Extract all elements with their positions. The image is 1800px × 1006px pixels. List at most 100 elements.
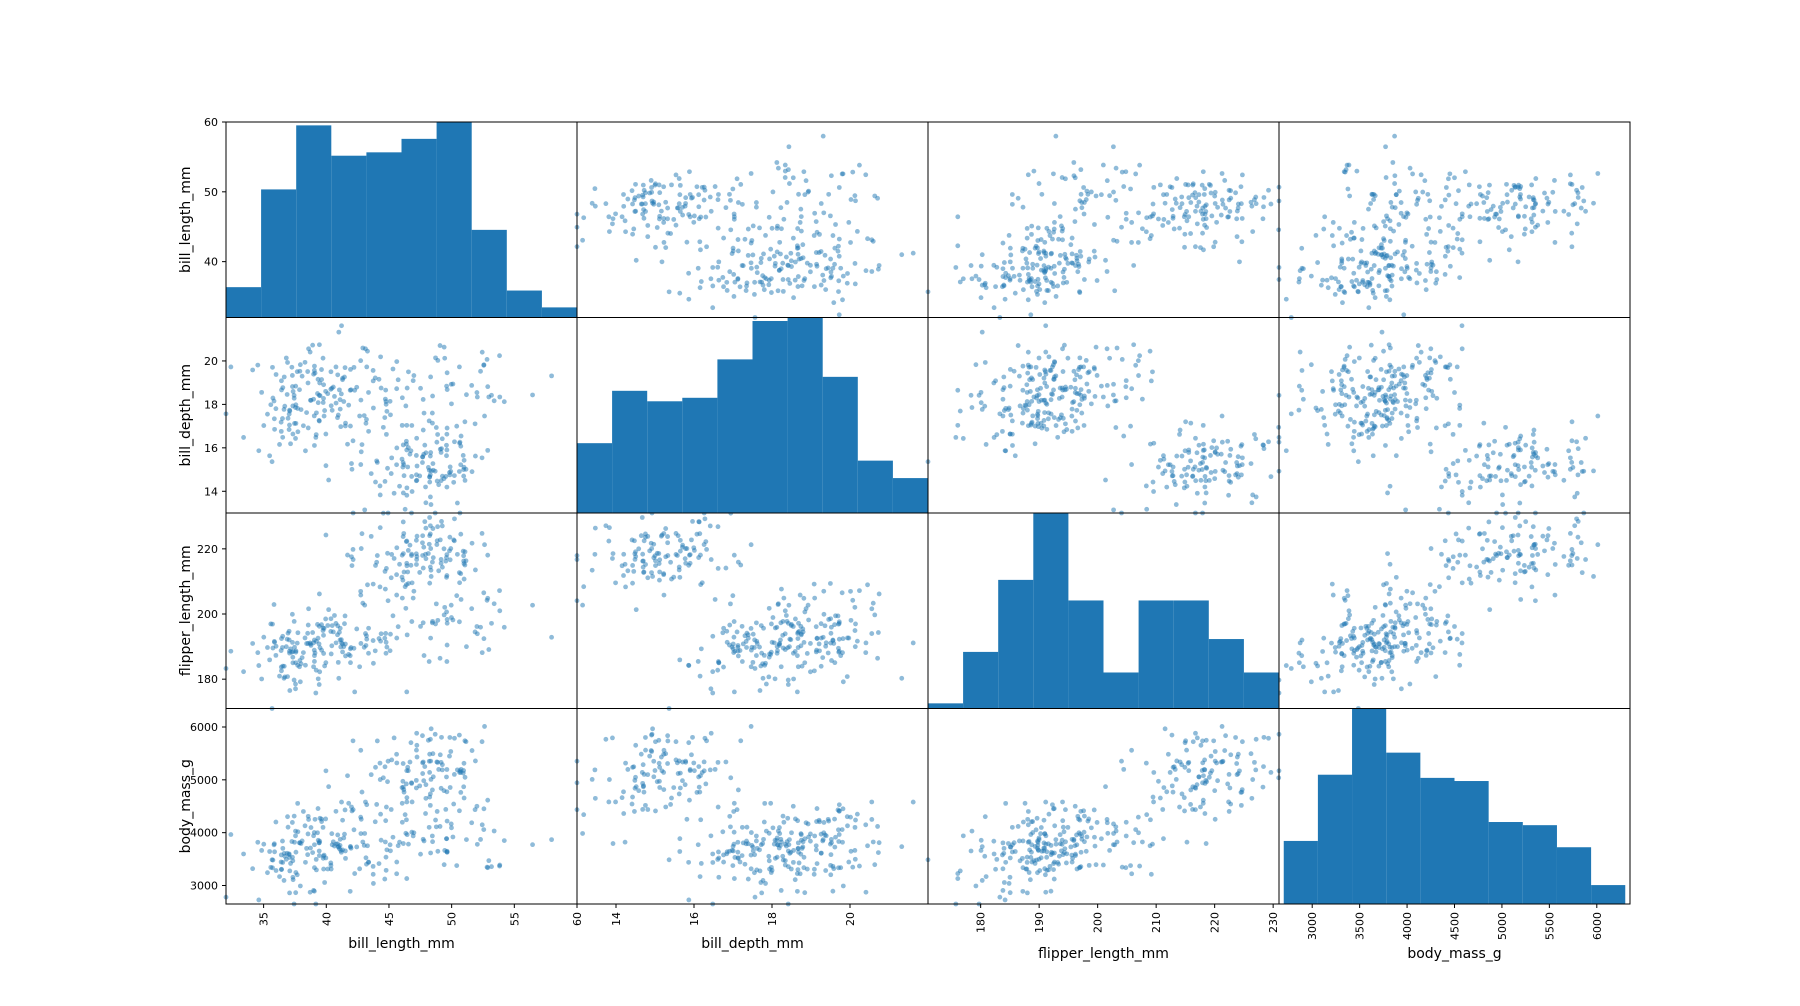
scatter-point-bill_depth_mm-vs-bill_length_mm-305 [629,188,635,194]
scatter-point-bill_length_mm-vs-flipper_length_mm-20 [265,645,270,650]
scatter-point-flipper_length_mm-vs-bill_depth_mm-64 [957,408,963,414]
scatter-point-body_mass_g-vs-flipper_length_mm-26 [1339,664,1345,670]
scatter-point-flipper_length_mm-vs-body_mass_g-301 [1194,735,1200,741]
scatter-point-body_mass_g-vs-bill_depth_mm-60 [1333,402,1338,408]
scatter-point-bill_depth_mm-vs-body_mass_g-210 [833,834,838,840]
scatter-point-bill_depth_mm-vs-body_mass_g-192 [797,871,803,877]
scatter-point-bill_length_mm-vs-flipper_length_mm-22 [378,638,383,644]
scatter-point-flipper_length_mm-vs-body_mass_g-230 [1157,795,1163,801]
scatter-point-bill_length_mm-vs-body_mass_g-278 [389,757,395,763]
scatter-point-bill_length_mm-vs-body_mass_g-294 [404,768,410,774]
scatter-point-bill_length_mm-vs-body_mass_g-41 [261,841,267,847]
scatter-point-body_mass_g-vs-bill_depth_mm-297 [1485,456,1491,462]
scatter-point-body_mass_g-vs-bill_depth_mm-182 [1348,417,1353,422]
scatter-point-body_mass_g-vs-bill_length_mm-203 [1398,210,1404,216]
scatter-point-flipper_length_mm-vs-body_mass_g-139 [1064,851,1070,857]
scatter-point-body_mass_g-vs-flipper_length_mm-333 [1490,556,1496,562]
scatter-point-bill_length_mm-vs-bill_depth_mm-324 [414,472,419,478]
scatter-point-bill_length_mm-vs-bill_depth_mm-195 [342,423,348,429]
scatter-point-bill_length_mm-vs-body_mass_g-102 [347,888,353,894]
scatter-point-bill_length_mm-vs-body_mass_g-256 [420,759,426,765]
scatter-point-bill_length_mm-vs-bill_depth_mm-249 [461,473,467,479]
scatter-point-bill_depth_mm-vs-body_mass_g-51 [761,836,766,842]
scatter-point-flipper_length_mm-vs-bill_length_mm-127 [1020,265,1026,271]
scatter-point-flipper_length_mm-vs-bill_length_mm-168 [1079,205,1085,211]
scatter-point-bill_length_mm-vs-body_mass_g-303 [422,764,428,769]
scatter-point-bill_length_mm-vs-body_mass_g-201 [366,859,371,865]
scatter-point-bill_depth_mm-vs-body_mass_g-141 [796,860,802,866]
scatter-point-flipper_length_mm-vs-bill_depth_mm-72 [994,432,1000,438]
scatter-point-bill_depth_mm-vs-body_mass_g-271 [651,758,657,764]
scatter-point-bill_length_mm-vs-flipper_length_mm-26 [357,664,363,670]
scatter-point-bill_depth_mm-vs-body_mass_g-240 [692,768,697,774]
scatter-point-bill_length_mm-vs-flipper_length_mm-206 [387,648,393,654]
scatter-point-body_mass_g-vs-bill_length_mm-160 [1381,238,1387,243]
scatter-point-bill_depth_mm-vs-body_mass_g-314 [701,759,707,765]
scatter-point-bill_depth_mm-vs-bill_length_mm-206 [775,223,780,229]
scatter-point-bill_depth_mm-vs-body_mass_g-172 [802,836,808,842]
x-tick-label-body_mass_g-3000: 3000 [1306,912,1319,940]
scatter-point-bill_length_mm-vs-body_mass_g-263 [397,839,402,845]
scatter-point-body_mass_g-vs-bill_depth_mm-330 [1437,506,1442,512]
histogram-bar-bill_length_mm-3 [331,155,367,318]
scatter-point-flipper_length_mm-vs-bill_length_mm-335 [1121,184,1127,189]
scatter-point-bill_depth_mm-vs-flipper_length_mm-265 [663,526,669,531]
scatter-point-bill_length_mm-vs-bill_depth_mm-12 [363,420,369,426]
scatter-point-body_mass_g-vs-flipper_length_mm-213 [1398,620,1404,626]
scatter-point-bill_length_mm-vs-body_mass_g-198 [383,867,389,873]
scatter-point-bill_length_mm-vs-flipper_length_mm-39 [255,650,261,656]
scatter-point-body_mass_g-vs-bill_depth_mm-303 [1523,442,1529,448]
scatter-point-bill_depth_mm-vs-flipper_length_mm-161 [840,636,846,642]
scatter-point-flipper_length_mm-vs-body_mass_g-85 [1027,877,1033,883]
scatter-point-bill_length_mm-vs-body_mass_g-318 [345,773,350,779]
scatter-point-body_mass_g-vs-bill_length_mm-318 [1506,247,1512,253]
scatter-point-body_mass_g-vs-flipper_length_mm-147 [1432,588,1438,594]
scatter-point-bill_depth_mm-vs-bill_length_mm-222 [665,205,671,211]
scatter-point-bill_depth_mm-vs-body_mass_g-35 [836,802,842,808]
scatter-point-flipper_length_mm-vs-bill_length_mm-50 [1104,269,1110,274]
scatter-point-bill_depth_mm-vs-flipper_length_mm-324 [643,562,648,567]
scatter-point-bill_depth_mm-vs-flipper_length_mm-105 [752,666,758,671]
scatter-point-bill_length_mm-vs-body_mass_g-262 [349,804,354,810]
scatter-point-body_mass_g-vs-flipper_length_mm-204 [1425,617,1431,622]
scatter-point-body_mass_g-vs-bill_depth_mm-51 [1392,406,1398,412]
scatter-point-body_mass_g-vs-flipper_length_mm-125 [1329,581,1335,587]
scatter-point-body_mass_g-vs-bill_depth_mm-269 [1583,435,1588,441]
scatter-point-bill_depth_mm-vs-bill_length_mm-208 [827,213,833,219]
scatter-point-bill_depth_mm-vs-bill_length_mm-301 [610,221,615,227]
scatter-point-flipper_length_mm-vs-bill_depth_mm-154 [1083,357,1089,363]
scatter-point-body_mass_g-vs-flipper_length_mm-199 [1351,625,1357,631]
scatter-point-body_mass_g-vs-bill_length_mm-24 [1445,248,1451,254]
scatter-point-flipper_length_mm-vs-bill_depth_mm-307 [1208,453,1213,458]
scatter-point-bill_length_mm-vs-body_mass_g-99 [321,852,327,858]
scatter-point-body_mass_g-vs-flipper_length_mm-167 [1426,631,1432,636]
scatter-point-flipper_length_mm-vs-bill_length_mm-247 [1214,219,1220,225]
scatter-point-body_mass_g-vs-flipper_length_mm-301 [1574,556,1580,561]
scatter-point-body_mass_g-vs-bill_depth_mm-341 [1569,419,1575,425]
scatter-point-flipper_length_mm-vs-bill_depth_mm-106 [1077,374,1083,380]
scatter-point-bill_length_mm-vs-bill_depth_mm-22 [378,354,383,360]
scatter-point-bill_length_mm-vs-bill_depth_mm-213 [429,410,435,416]
scatter-point-bill_length_mm-vs-bill_depth_mm-238 [430,420,435,426]
scatter-point-flipper_length_mm-vs-bill_depth_mm-51 [1069,406,1075,412]
scatter-point-bill_length_mm-vs-flipper_length_mm-59 [290,654,296,660]
scatter-point-flipper_length_mm-vs-bill_length_mm-206 [1029,223,1035,229]
scatter-point-flipper_length_mm-vs-bill_length_mm-285 [1150,201,1156,207]
scatter-point-bill_depth_mm-vs-bill_length_mm-265 [663,199,669,205]
scatter-point-body_mass_g-vs-flipper_length_mm-212 [1415,655,1421,661]
scatter-point-bill_depth_mm-vs-body_mass_g-102 [794,888,800,894]
scatter-point-flipper_length_mm-vs-bill_depth_mm-262 [1198,461,1203,466]
scatter-point-bill_length_mm-vs-flipper_length_mm-297 [399,574,405,580]
scatter-point-bill_depth_mm-vs-body_mass_g-290 [661,747,667,753]
histogram-bar-bill_length_mm-5 [401,138,437,318]
scatter-point-bill_length_mm-vs-flipper_length_mm-134 [290,639,295,645]
scatter-point-bill_length_mm-vs-bill_depth_mm-211 [341,399,347,404]
scatter-point-bill_length_mm-vs-flipper_length_mm-87 [352,689,358,695]
scatter-point-bill_length_mm-vs-bill_depth_mm-46 [241,435,246,440]
scatter-point-flipper_length_mm-vs-bill_depth_mm-57 [1048,411,1054,417]
scatter-point-bill_depth_mm-vs-body_mass_g-167 [795,818,801,824]
scatter-point-bill_depth_mm-vs-bill_length_mm-85 [792,277,798,283]
scatter-point-body_mass_g-vs-bill_depth_mm-129 [1459,346,1465,352]
scatter-point-body_mass_g-vs-bill_depth_mm-136 [1430,393,1436,399]
scatter-point-bill_depth_mm-vs-bill_length_mm-211 [774,249,780,255]
